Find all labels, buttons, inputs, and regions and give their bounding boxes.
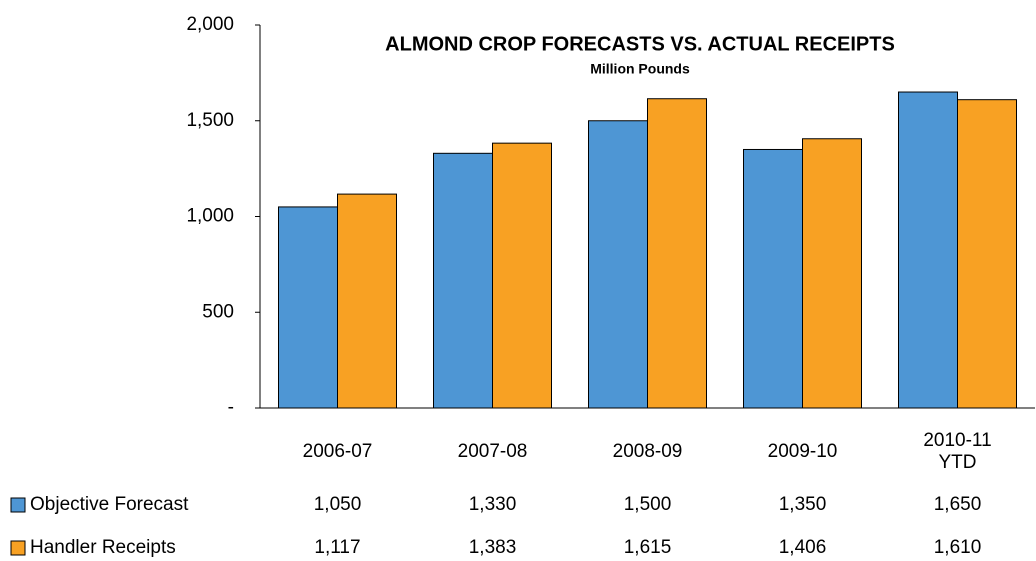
x-tick-label: 2008-09 [612,441,683,462]
y-tick-label: 1,500 [186,110,234,131]
table-value: 1,050 [314,494,362,515]
table-value: 1,330 [469,494,517,515]
table-value: 1,350 [779,494,827,515]
table-value: 1,650 [934,494,982,515]
x-tick-label: 2009-10 [767,441,838,462]
legend-swatch [10,540,26,556]
table-value: 1,117 [314,537,360,558]
x-tick-label: 2006-07 [302,441,373,462]
bar [647,98,707,409]
x-tick-label: 2010-11 YTD [923,430,992,473]
bar [802,138,862,409]
bar [492,142,552,409]
bar [743,148,803,409]
legend-label: Handler Receipts [30,537,176,558]
table-value: 1,383 [469,537,517,558]
bar [898,91,958,409]
table-value: 1,610 [934,537,982,558]
table-value: 1,406 [779,537,827,558]
chart-title: ALMOND CROP FORECASTS VS. ACTUAL RECEIPT… [385,33,895,55]
chart-subtitle: Million Pounds [590,61,690,77]
table-value: 1,500 [624,494,672,515]
legend-swatch [10,497,26,513]
table-value: 1,615 [624,537,672,558]
y-tick-label: - [228,397,234,418]
y-tick-label: 500 [202,301,234,322]
bar [278,206,338,409]
bar [957,99,1017,409]
bar [337,193,397,409]
bar [433,152,493,409]
y-tick-label: 2,000 [186,14,234,35]
bar [588,120,648,409]
legend-label: Objective Forecast [30,494,189,515]
x-tick-label: 2007-08 [457,441,528,462]
y-tick-label: 1,000 [186,206,234,227]
